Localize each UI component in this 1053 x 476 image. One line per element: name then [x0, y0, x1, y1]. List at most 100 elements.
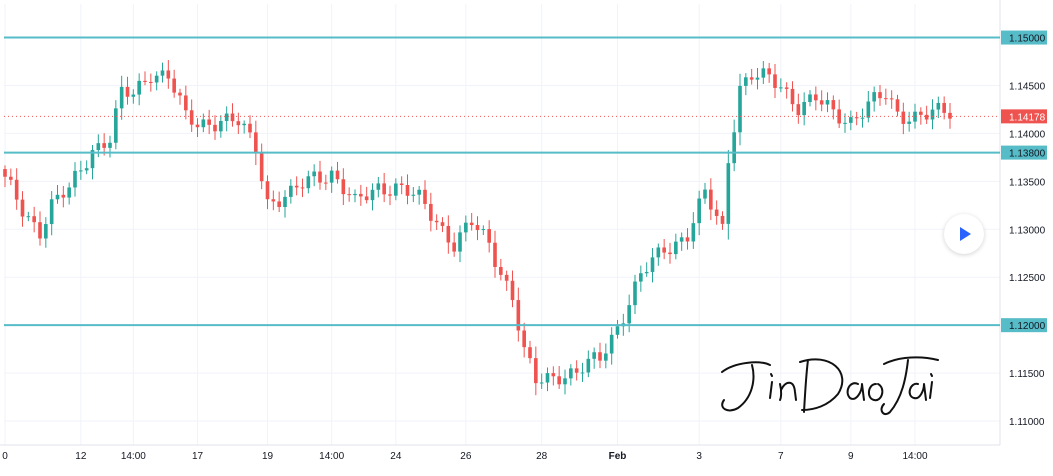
candle-body — [534, 358, 538, 384]
candle-body — [277, 201, 281, 208]
candle-body — [539, 382, 544, 384]
play-icon — [960, 227, 971, 241]
x-tick-label: 17 — [192, 451, 204, 462]
candle-body — [528, 347, 532, 359]
x-tick-label: 7 — [778, 451, 784, 462]
candle-body — [9, 176, 13, 180]
candle-body — [767, 68, 771, 75]
candle-body — [464, 222, 468, 233]
candle-body — [73, 170, 77, 188]
candle-body — [644, 271, 649, 274]
candle-body — [3, 169, 7, 177]
candle-body — [271, 199, 276, 202]
candle-body — [738, 85, 742, 133]
candle-body — [919, 111, 923, 115]
x-tick-label: Feb — [609, 451, 627, 462]
candle-body — [656, 247, 661, 258]
candle-body — [930, 109, 935, 120]
candle-body — [108, 142, 112, 148]
signature-stroke — [846, 382, 865, 401]
candle-body — [259, 153, 264, 182]
candle-body — [359, 193, 363, 197]
candle-body — [522, 330, 526, 348]
candle-body — [936, 102, 941, 110]
candle-body — [172, 78, 176, 93]
candle-body — [837, 109, 841, 124]
candle-body — [948, 112, 952, 119]
candle-body — [487, 229, 491, 243]
candle-body — [557, 376, 561, 385]
play-button[interactable] — [944, 214, 984, 254]
candle-body — [318, 171, 322, 183]
y-tick-label: 1.13500 — [1009, 177, 1046, 188]
candle-body — [26, 216, 31, 218]
candle-body — [429, 203, 433, 221]
candle-body — [720, 215, 725, 224]
signature-stroke — [880, 356, 939, 416]
candle-body — [289, 185, 293, 197]
signature-stroke — [799, 358, 844, 413]
candle-body — [913, 111, 917, 122]
signature-stroke — [908, 382, 927, 401]
candle-body — [154, 75, 159, 83]
candle-body — [184, 95, 188, 111]
candle-body — [364, 196, 369, 201]
candle-body — [242, 123, 246, 126]
x-tick-label: 9 — [848, 451, 854, 462]
candle-body — [889, 98, 894, 100]
candle-body — [475, 225, 480, 231]
candle-body — [814, 94, 818, 101]
x-tick-label: 14:00 — [121, 451, 146, 462]
candle-body — [755, 77, 760, 80]
candle-body — [230, 113, 235, 122]
candle-body — [44, 224, 48, 239]
candle-body — [79, 170, 83, 172]
candle-body — [434, 220, 439, 223]
x-tick-label: 3 — [696, 451, 702, 462]
candle-body — [49, 199, 54, 225]
candle-body — [866, 101, 871, 118]
candle-body — [633, 281, 637, 306]
signature-stroke — [868, 383, 884, 402]
candle-body — [481, 229, 486, 231]
candle-body — [901, 111, 906, 124]
price-level-label-bg — [1001, 30, 1047, 45]
price-level-label: 1.13800 — [1009, 149, 1046, 160]
candle-body — [598, 352, 602, 361]
y-tick-label: 1.14000 — [1009, 129, 1046, 140]
candle-body — [942, 102, 946, 113]
candle-body — [353, 193, 357, 196]
candle-body — [102, 143, 106, 148]
candle-body — [563, 378, 567, 385]
candle-body — [510, 280, 515, 301]
candle-body — [300, 187, 305, 189]
candle-body — [808, 94, 812, 102]
candle-body — [458, 232, 462, 252]
candle-body — [283, 196, 287, 208]
candle-body — [376, 183, 381, 190]
candle-body — [149, 81, 153, 83]
candle-body — [306, 176, 311, 189]
candle-body — [773, 74, 777, 88]
candle-body — [382, 183, 386, 195]
x-tick-label: 14:00 — [319, 451, 344, 462]
candle-body — [324, 182, 328, 184]
candle-body — [615, 326, 620, 335]
x-tick-label: 28 — [536, 451, 548, 462]
signature-stroke — [769, 373, 773, 399]
candle-body — [248, 123, 252, 133]
candle-body — [924, 114, 929, 120]
candle-body — [504, 274, 509, 281]
y-tick-label: 1.11500 — [1009, 369, 1045, 380]
candle-body — [604, 353, 608, 361]
candle-body — [254, 132, 258, 154]
candle-body — [627, 305, 631, 324]
candle-body — [744, 77, 748, 86]
candle-body — [20, 199, 25, 217]
candle-body — [143, 80, 147, 82]
candle-body — [714, 209, 719, 216]
candle-body — [370, 189, 375, 201]
candle-body — [452, 242, 456, 252]
candle-body — [493, 242, 497, 267]
